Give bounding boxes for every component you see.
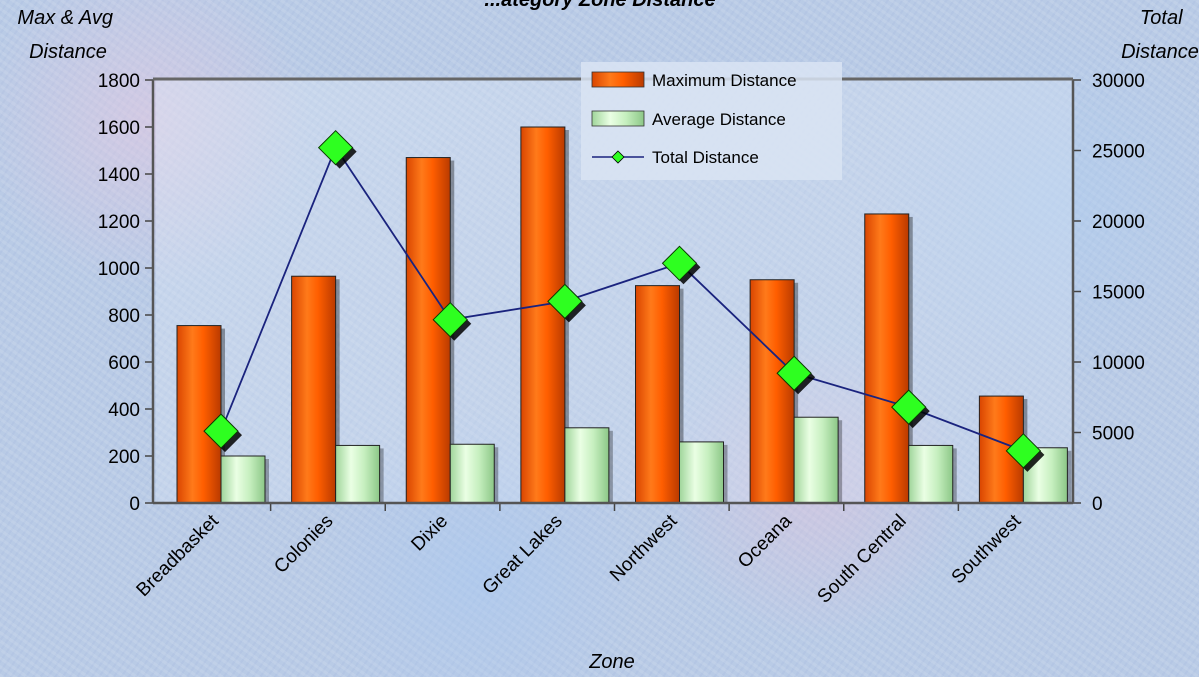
total-distance-line xyxy=(203,129,1045,472)
y-axis-right-title: Total Distance xyxy=(1121,7,1199,63)
total-distance-marker xyxy=(1005,433,1042,469)
y-axis-left-title-line1: Max & Avg xyxy=(17,7,113,29)
avg-distance-bar xyxy=(220,455,266,504)
total-distance-marker xyxy=(432,301,468,338)
right-tick-label: 10000 xyxy=(1092,353,1145,374)
legend-label-total: Total Distance xyxy=(652,148,759,167)
avg-distance-bar xyxy=(679,441,724,504)
right-tick-label: 25000 xyxy=(1092,142,1145,163)
y-axis-right-title-line1: Total xyxy=(1140,7,1183,29)
avg-distance-bar xyxy=(908,444,954,504)
avg-distance-bar xyxy=(564,427,610,504)
y-axis-left-title-line2: Distance xyxy=(29,41,107,63)
right-tick-label: 20000 xyxy=(1092,212,1145,233)
x-tick-label: Northwest xyxy=(606,510,682,586)
right-tick-label: 30000 xyxy=(1092,71,1145,92)
left-tick-label: 1200 xyxy=(98,212,140,233)
max-distance-bar xyxy=(864,213,910,504)
left-tick-label: 0 xyxy=(129,494,140,515)
left-tick-label: 600 xyxy=(108,353,140,374)
right-tick-label: 5000 xyxy=(1092,424,1134,445)
right-tick-label: 15000 xyxy=(1092,283,1145,304)
total-distance-marker xyxy=(547,283,583,320)
left-tick-label: 400 xyxy=(108,400,140,421)
legend-label-avg: Average Distance xyxy=(652,110,786,129)
right-tick-label: 0 xyxy=(1092,494,1103,515)
x-tick-label: Great Lakes xyxy=(479,511,567,599)
legend: Maximum Distance Average Distance Total … xyxy=(581,62,842,180)
left-tick-label: 1400 xyxy=(98,165,140,186)
x-tick-label: Oceana xyxy=(734,510,796,572)
avg-distance-bar xyxy=(793,416,839,504)
bars xyxy=(176,126,1072,504)
left-tick-label: 1600 xyxy=(98,118,140,139)
right-axis-ticks: 0 5000 10000 15000 20000 25000 30000 xyxy=(1073,71,1145,515)
x-axis-title: Zone xyxy=(588,651,635,673)
x-tick-label: Colonies xyxy=(270,511,337,578)
total-distance-marker xyxy=(776,355,812,391)
total-distance-polyline xyxy=(220,145,1024,452)
max-distance-bar xyxy=(176,325,222,504)
legend-swatch-avg xyxy=(591,110,645,127)
x-tick-label: Dixie xyxy=(407,511,452,556)
total-distance-marker xyxy=(661,245,698,282)
x-axis-labels: Breadbasket Colonies Dixie Great Lakes North… xyxy=(133,503,1026,608)
x-tick-label: Breadbasket xyxy=(133,510,224,601)
total-distance-marker xyxy=(203,413,239,449)
max-distance-bar xyxy=(405,157,451,504)
legend-swatch-max xyxy=(591,71,645,88)
legend-label-max: Maximum Distance xyxy=(652,71,797,90)
left-axis-ticks: 0 200 400 600 800 1000 1200 1400 1600 1800 xyxy=(98,71,153,515)
y-axis-right-title-line2: Distance xyxy=(1121,41,1199,63)
max-distance-bar xyxy=(291,275,337,504)
max-distance-bar xyxy=(749,279,795,504)
x-tick-label: Southwest xyxy=(948,510,1026,588)
legend-swatch-total-marker xyxy=(611,150,625,164)
x-tick-label: South Central xyxy=(814,511,911,608)
avg-distance-bar xyxy=(449,443,495,504)
left-tick-label: 1000 xyxy=(98,259,140,280)
left-tick-label: 1800 xyxy=(98,71,140,92)
total-distance-marker xyxy=(317,129,354,166)
left-tick-label: 200 xyxy=(108,447,140,468)
y-axis-left-title: Max & Avg Distance xyxy=(17,7,118,63)
avg-distance-bar xyxy=(335,444,381,504)
left-tick-label: 800 xyxy=(108,306,140,327)
chart-title: ...ategory Zone Distance xyxy=(484,0,715,11)
max-distance-bar xyxy=(520,126,566,504)
max-distance-bar xyxy=(635,285,680,504)
total-distance-marker xyxy=(891,389,927,425)
